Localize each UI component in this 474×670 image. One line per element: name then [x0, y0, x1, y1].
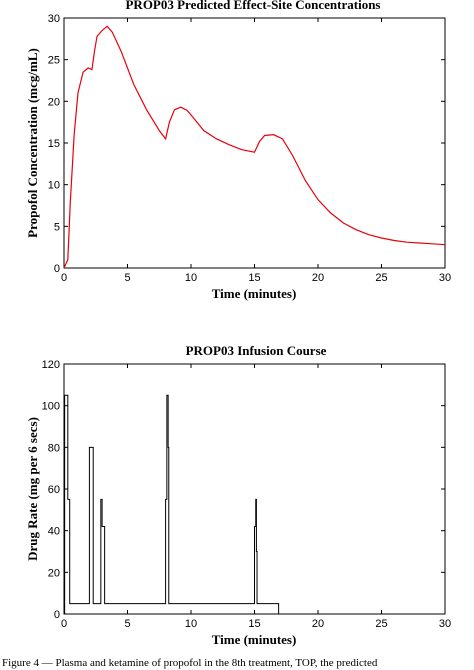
y-tick-label: 0 [54, 609, 60, 621]
y-tick-label: 20 [48, 96, 60, 108]
chart-title: PROP03 Predicted Effect-Site Concentrati… [125, 0, 380, 12]
y-tick-label: 80 [48, 442, 60, 454]
x-tick-label: 5 [124, 272, 130, 284]
concentration-line [63, 25, 446, 269]
x-tick-label: 30 [439, 618, 451, 630]
effect-site-concentration-chart: PROP03 Predicted Effect-Site Concentrati… [25, 0, 451, 301]
x-tick-label: 20 [312, 618, 324, 630]
x-tick-label: 20 [312, 272, 324, 284]
x-axis-label: Time (minutes) [212, 286, 297, 301]
y-tick-label: 40 [48, 526, 60, 538]
x-tick-label: 15 [248, 272, 260, 284]
x-tick-label: 10 [185, 618, 197, 630]
axis-ticks: 0 5 10 15 20 25 30 0 5 10 15 20 25 30 [48, 13, 451, 284]
y-tick-label: 120 [42, 359, 60, 371]
y-tick-label: 25 [48, 55, 60, 67]
y-axis-label: Propofol Concentration (mcg/mL) [25, 48, 40, 238]
plot-frame [63, 17, 446, 269]
x-tick-label: 25 [375, 272, 387, 284]
axis-ticks: 0 5 10 15 20 25 30 0 20 40 60 80 100 120 [42, 359, 451, 630]
chart-title: PROP03 Infusion Course [186, 343, 327, 358]
figure-caption: Figure 4 — Plasma and ketamine of propof… [2, 657, 378, 669]
y-tick-label: 10 [48, 180, 60, 192]
infusion-course-chart: PROP03 Infusion Course 0 5 10 15 20 25 30 0 20 40… [25, 343, 451, 647]
y-tick-label: 0 [54, 263, 60, 275]
y-tick-label: 30 [48, 13, 60, 25]
x-axis-label: Time (minutes) [212, 632, 297, 647]
y-tick-label: 5 [54, 221, 60, 233]
x-tick-label: 0 [61, 618, 67, 630]
y-tick-label: 20 [48, 567, 60, 579]
drug-rate-line [64, 394, 445, 615]
y-tick-label: 15 [48, 138, 60, 150]
x-tick-label: 5 [124, 618, 130, 630]
x-tick-label: 25 [375, 618, 387, 630]
x-tick-label: 10 [185, 272, 197, 284]
y-tick-label: 100 [42, 401, 60, 413]
x-tick-label: 15 [248, 618, 260, 630]
y-tick-label: 60 [48, 484, 60, 496]
x-tick-label: 30 [439, 272, 451, 284]
y-axis-label: Drug Rate (mg per 6 secs) [25, 417, 40, 561]
x-tick-label: 0 [61, 272, 67, 284]
